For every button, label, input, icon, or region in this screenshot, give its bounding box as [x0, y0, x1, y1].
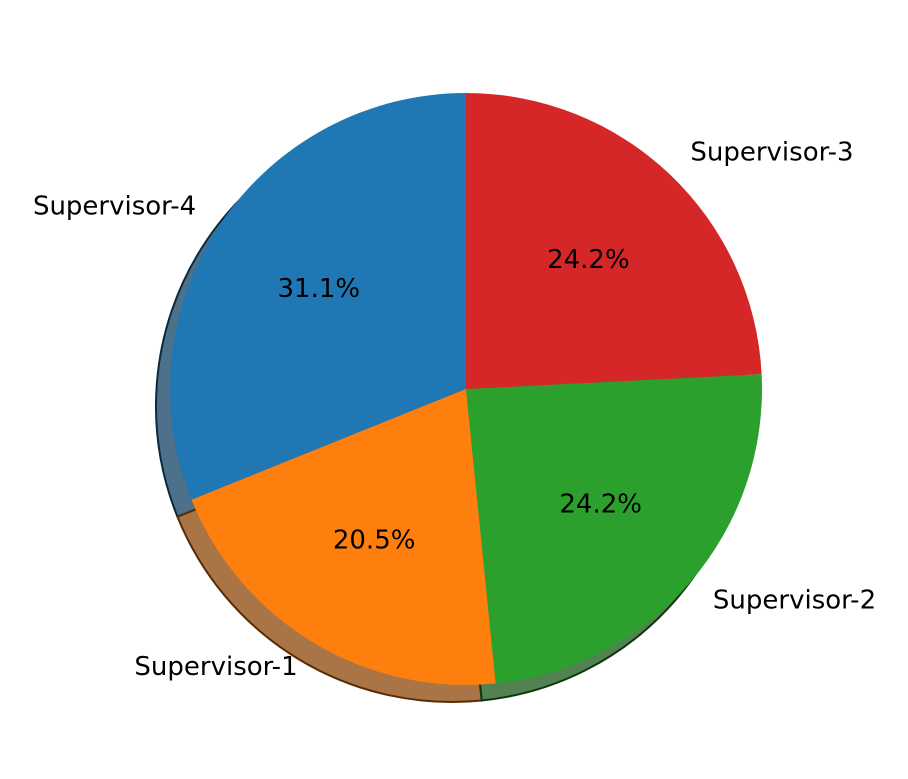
slice-label-supervisor-4: Supervisor-4	[33, 191, 196, 221]
slice-percent-supervisor-1: 20.5%	[333, 526, 416, 556]
slice-percent-supervisor-3: 24.2%	[547, 245, 630, 275]
slice-percent-supervisor-4: 31.1%	[277, 274, 360, 304]
slice-label-supervisor-1: Supervisor-1	[134, 652, 297, 682]
slice-label-supervisor-2: Supervisor-2	[713, 586, 876, 616]
slice-supervisor-1	[191, 389, 496, 685]
slice-percent-supervisor-2: 24.2%	[559, 489, 642, 519]
slice-label-supervisor-3: Supervisor-3	[690, 138, 853, 168]
slice-supervisor-4	[170, 93, 466, 500]
pie-label-layer: Supervisor-4 31.1% Supervisor-1 20.5% Superv…	[33, 138, 876, 683]
slice-supervisor-3	[466, 93, 762, 389]
pie-slice-layer	[170, 93, 762, 685]
slice-supervisor-2	[466, 374, 762, 684]
